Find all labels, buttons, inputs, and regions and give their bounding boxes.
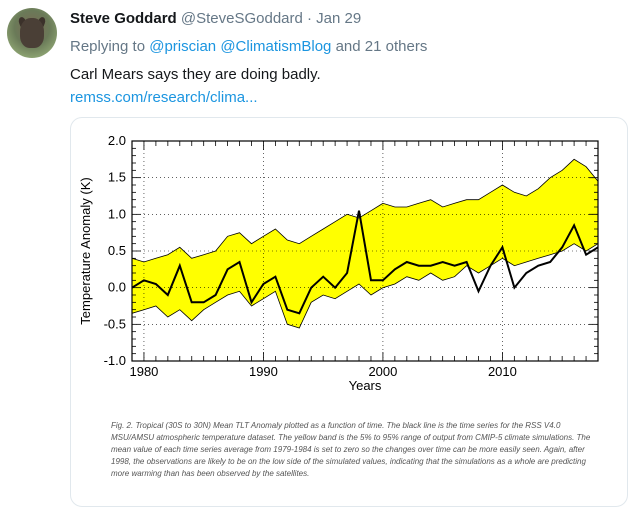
y-tick-label: 2.0 [108,133,126,148]
replying-prefix: Replying to [70,38,146,55]
line-layer [131,210,599,315]
observed-series-line [131,210,599,315]
tweet-link[interactable]: remss.com/research/clima... [70,89,258,106]
y-tick-label: 0.0 [108,280,126,295]
x-tick-label: 1990 [249,364,278,379]
axis-layer [131,140,599,362]
x-tick-label: 2010 [488,364,517,379]
mention-link[interactable]: @priscian [149,38,217,55]
x-tick-label: 1980 [129,364,158,379]
x-axis-title: Years [349,378,382,393]
tweet-date[interactable]: · Jan 29 [307,10,362,27]
avatar[interactable] [7,8,57,58]
media-card[interactable]: -1.0 -0.5 0.0 0.5 1.0 1.5 2.0 1980 1990 2000 2010 Y… [70,117,628,507]
replying-suffix[interactable]: and 21 others [335,38,428,55]
author-name[interactable]: Steve Goddard [70,10,177,27]
author-handle[interactable]: @SteveSGoddard [180,10,303,27]
y-axis-title: Temperature Anomaly (K) [78,177,93,324]
y-tick-label: 1.0 [108,206,126,221]
dog-icon [20,18,44,48]
tweet-text: Carl Mears says they are doing badly. [70,66,321,83]
figure-caption: Fig. 2. Tropical (30S to 30N) Mean TLT A… [111,421,591,478]
y-tick-label: -0.5 [104,316,126,331]
tweet-header: Steve Goddard @SteveSGoddard · Jan 29 [70,10,361,27]
y-tick-label: 0.5 [108,243,126,258]
label-layer: -1.0 -0.5 0.0 0.5 1.0 1.5 2.0 1980 1990 2000 2010 Y… [78,133,517,393]
temperature-chart: -1.0 -0.5 0.0 0.5 1.0 1.5 2.0 1980 1990 2000 2010 Y… [78,133,599,393]
x-tick-label: 2000 [368,364,397,379]
y-tick-label: -1.0 [104,353,126,368]
mention-link[interactable]: @ClimatismBlog [220,38,332,55]
replying-to: Replying to @priscian @ClimatismBlog and… [70,38,427,55]
y-tick-label: 1.5 [108,170,126,185]
